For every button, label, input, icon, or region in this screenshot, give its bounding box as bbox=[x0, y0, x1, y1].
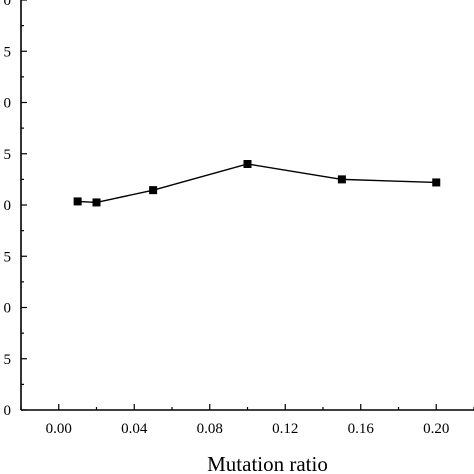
data-point bbox=[337, 175, 346, 184]
y-tick-label: 5 bbox=[4, 44, 12, 60]
series-line bbox=[77, 163, 437, 204]
data-point bbox=[92, 198, 101, 207]
series-layer bbox=[73, 160, 441, 207]
x-tick-label: 0.20 bbox=[423, 421, 449, 437]
y-axis-ticks: 0 5 0 5 0 5 0 5 0 bbox=[4, 0, 27, 419]
x-tick-label: 0.16 bbox=[348, 421, 375, 437]
y-tick-label: 0 bbox=[4, 403, 12, 419]
x-tick-label: 0.08 bbox=[197, 421, 223, 437]
y-tick-label: 0 bbox=[4, 301, 12, 317]
y-tick-label: 0 bbox=[4, 198, 12, 214]
data-point bbox=[73, 197, 82, 206]
plot-area bbox=[20, 0, 474, 411]
x-tick-label: 0.12 bbox=[272, 421, 298, 437]
x-tick-label: 0.04 bbox=[121, 421, 148, 437]
data-point bbox=[432, 178, 441, 187]
x-tick-label: 0.00 bbox=[46, 421, 72, 437]
y-tick-label: 5 bbox=[4, 352, 12, 368]
x-axis-ticks: 0.00 0.04 0.08 0.12 0.16 0.20 bbox=[20, 404, 474, 437]
data-point bbox=[149, 186, 158, 195]
y-tick-label: 0 bbox=[4, 0, 12, 9]
data-point bbox=[243, 160, 252, 168]
y-tick-label: 5 bbox=[4, 249, 12, 265]
y-tick-label: 0 bbox=[4, 96, 12, 112]
x-axis-title: Mutation ratio bbox=[207, 452, 328, 474]
y-tick-label: 5 bbox=[4, 147, 12, 163]
